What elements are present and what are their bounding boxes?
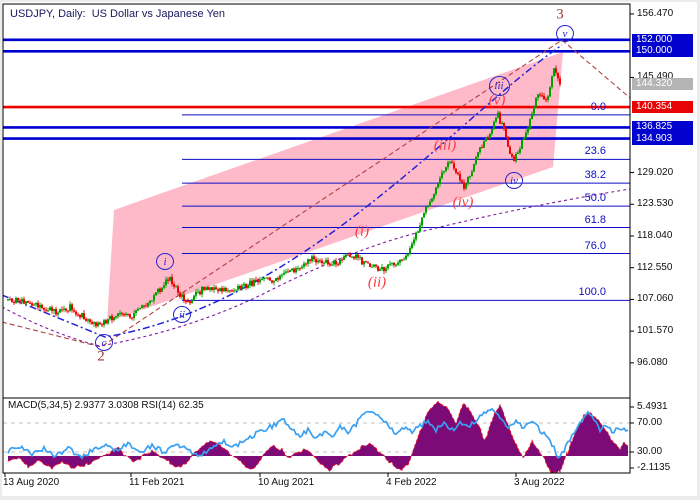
wave-label-iii[interactable]: (iii) bbox=[433, 137, 457, 154]
time-tick-label: 10 Aug 2021 bbox=[258, 477, 315, 488]
wave-label-circled-iv[interactable]: iv bbox=[505, 172, 523, 189]
time-tick-label: 4 Feb 2022 bbox=[386, 477, 437, 488]
indicator-label: MACD(5,34,5) 2.9377 3.0308 RSI(14) 62.35 bbox=[8, 400, 204, 411]
price-tick-label: 123.530 bbox=[637, 198, 674, 210]
time-tick-label: 13 Aug 2020 bbox=[3, 477, 60, 488]
wave-number-3[interactable]: 3 bbox=[556, 6, 564, 23]
indicator-tick-label: 70.00 bbox=[637, 417, 663, 428]
wave-label-circled-c[interactable]: c bbox=[95, 334, 113, 351]
fib-label-38.2: 38.2 bbox=[584, 169, 606, 182]
wave-label-circled-i[interactable]: i bbox=[156, 253, 174, 270]
wave-label-ii[interactable]: (ii) bbox=[367, 274, 387, 291]
price-badge-blue: 136.825 bbox=[632, 121, 693, 134]
price-tick-label: 112.550 bbox=[637, 261, 673, 273]
time-tick-label: 11 Feb 2021 bbox=[129, 477, 185, 488]
price-badge-blue: 152.000 bbox=[632, 33, 693, 46]
price-badge-blue: 150.000 bbox=[632, 45, 693, 58]
price-tick-label: 156.470 bbox=[637, 7, 674, 19]
price-badge-gray: 144.320 bbox=[632, 78, 693, 91]
time-tick-label: 3 Aug 2022 bbox=[514, 477, 565, 488]
wave-label-circled-iii[interactable]: iii bbox=[488, 75, 510, 96]
macd-area bbox=[8, 401, 628, 473]
price-tick-label: 101.570 bbox=[637, 325, 674, 337]
fibonacci-lines[interactable] bbox=[182, 114, 630, 301]
fib-label-100.0: 100.0 bbox=[578, 286, 606, 299]
wave-label-i[interactable]: (i) bbox=[354, 223, 370, 240]
fib-label-0.0: 0.0 bbox=[590, 100, 606, 113]
wave-projection-red[interactable] bbox=[2, 39, 636, 348]
indicator-tick-label: -2.1135 bbox=[637, 462, 671, 473]
chart-title: USDJPY, Daily: US Dollar vs Japanese Yen bbox=[10, 8, 226, 20]
indicator-panel[interactable] bbox=[3, 400, 630, 475]
fib-label-23.6: 23.6 bbox=[584, 145, 606, 158]
fib-label-61.8: 61.8 bbox=[584, 213, 606, 226]
candles bbox=[7, 65, 561, 329]
indicator-panel-frame bbox=[2, 397, 631, 474]
price-tick-label: 118.040 bbox=[637, 229, 673, 241]
price-tick-label: 129.020 bbox=[637, 166, 674, 178]
fib-label-50.0: 50.0 bbox=[584, 192, 606, 205]
indicator-tick-label: 5.4931 bbox=[637, 401, 668, 412]
elliott-channel[interactable] bbox=[107, 52, 563, 322]
wave-label-circled-v[interactable]: v bbox=[556, 25, 574, 42]
main-chart-layer bbox=[2, 38, 636, 348]
price-badge-blue: 134.903 bbox=[632, 132, 693, 145]
price-tick-label: 145.490 bbox=[637, 71, 674, 83]
fib-label-76.0: 76.0 bbox=[584, 239, 606, 252]
price-tick-label: 107.060 bbox=[637, 293, 674, 305]
indicator-tick-label: 30.00 bbox=[637, 446, 663, 457]
wave-label-v[interactable]: (v) bbox=[488, 92, 506, 109]
price-tick-label: 96.080 bbox=[637, 356, 668, 368]
wave-label-circled-ii[interactable]: ii bbox=[173, 306, 191, 323]
wave-trend-blue[interactable] bbox=[2, 44, 563, 338]
rsi-line bbox=[7, 407, 629, 460]
price-badge-red: 140.354 bbox=[632, 101, 693, 114]
wave-label-iv[interactable]: (iv) bbox=[452, 194, 474, 211]
wave-number-2[interactable]: 2 bbox=[97, 348, 105, 365]
macd-signal-dashed bbox=[7, 400, 629, 473]
